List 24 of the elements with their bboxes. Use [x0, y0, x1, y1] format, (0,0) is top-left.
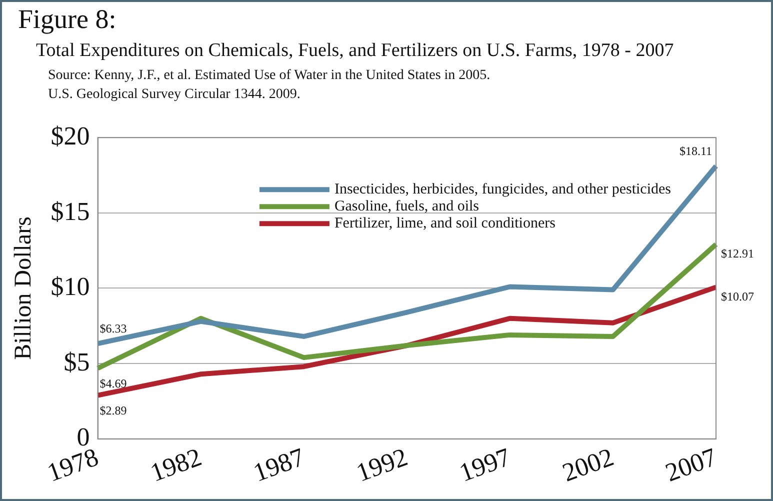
data-label: $4.69	[100, 376, 127, 390]
chart-title: Figure 8:	[18, 4, 116, 35]
data-label: $18.11	[679, 144, 712, 158]
legend-label: Insecticides, herbicides, fungicides, and other pesticides	[334, 182, 672, 198]
x-tick-label: 1997	[456, 442, 514, 488]
y-tick-label: $20	[50, 121, 90, 150]
x-tick-label: 1987	[250, 442, 308, 488]
chart-subtitle: Total Expenditures on Chemicals, Fuels, and Fertilizers on U.S. Farms, 1978 - 2007	[36, 40, 674, 62]
y-tick-label: $15	[50, 196, 90, 226]
x-tick-label: 1982	[146, 442, 206, 488]
y-axis-title: Billion Dollars	[10, 216, 37, 360]
text: U.S. Geological Survey Circular 1344. 2009.	[48, 86, 302, 104]
source-note: Source: Kenny, J.F., et al. Estimated Use of Water in the United States in 2005.	[48, 67, 490, 85]
legend-label: Fertilizer, lime, and soil conditioners	[334, 216, 556, 232]
data-label: $2.89	[100, 404, 127, 418]
y-tick-label: $5	[64, 347, 90, 376]
data-label: $6.33	[100, 322, 127, 336]
x-tick-label: 1992	[352, 442, 412, 488]
x-tick-label: 2002	[558, 442, 618, 488]
x-tick-label: 2007	[662, 442, 720, 488]
data-label: $10.07	[721, 289, 754, 304]
y-tick-label: $10	[50, 272, 90, 302]
legend-label: Gasoline, fuels, and oils	[334, 198, 480, 215]
data-label: $12.91	[721, 246, 754, 261]
